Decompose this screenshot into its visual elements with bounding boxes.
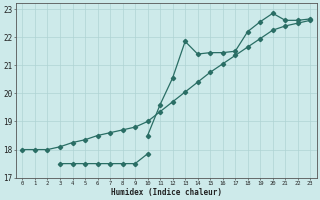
X-axis label: Humidex (Indice chaleur): Humidex (Indice chaleur) — [111, 188, 222, 197]
